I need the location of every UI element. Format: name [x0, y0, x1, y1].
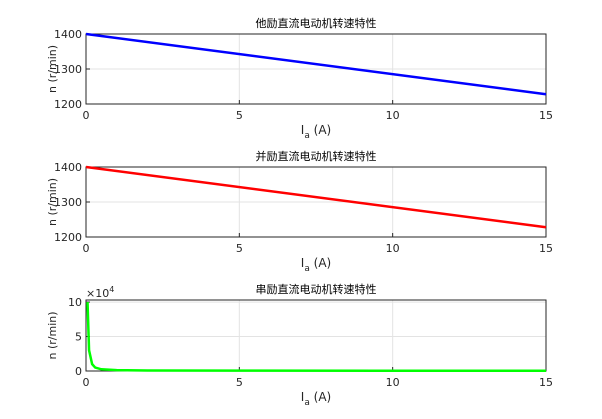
- y-axis-label: n (r/min): [46, 178, 59, 226]
- y-tick-label: 1300: [54, 63, 82, 76]
- x-label-sub: a: [304, 264, 310, 274]
- y-tick-label: 1400: [54, 161, 82, 174]
- chart-title: 并励直流电动机转速特性: [256, 149, 377, 163]
- x-tick-label: 0: [83, 376, 90, 389]
- x-label-main: I: [301, 123, 305, 137]
- exponent-power: 4: [109, 285, 114, 294]
- axes-frame: [85, 33, 547, 105]
- y-tick-label: 10: [68, 296, 82, 309]
- x-tick-label: 10: [386, 109, 400, 122]
- x-label-sub: a: [304, 131, 310, 141]
- x-label-main: I: [301, 390, 305, 404]
- y-tick-label: 1200: [54, 231, 82, 244]
- x-tick-label: 0: [83, 242, 90, 255]
- axes-frame: [85, 166, 547, 238]
- x-label-sub: a: [304, 398, 310, 408]
- subplot: 0 5 10 15 0 5 10 串励直流电动机转速特性 Ia (A) n (r/min) ×104: [46, 282, 553, 408]
- y-tick-label: 1300: [54, 196, 82, 209]
- data-line: [86, 302, 547, 373]
- y-tick-label: 5: [75, 331, 82, 344]
- x-label-rest: (A): [310, 256, 331, 270]
- y-axis-label: n (r/min): [46, 45, 59, 93]
- y-exponent: ×104: [86, 285, 114, 300]
- x-tick-label: 10: [386, 242, 400, 255]
- exponent-base: ×10: [86, 287, 109, 300]
- x-tick-label: 10: [386, 376, 400, 389]
- x-tick-label: 15: [539, 376, 553, 389]
- x-tick-label: 5: [236, 376, 243, 389]
- x-label-rest: (A): [310, 123, 331, 137]
- x-tick-label: 5: [236, 242, 243, 255]
- x-axis-label: Ia (A): [301, 123, 331, 141]
- x-tick-label: 5: [236, 109, 243, 122]
- subplot: 0 5 10 15 1200 1300 1400 并励直流电动机转速特性 Ia (A) n (r/…: [46, 149, 553, 274]
- x-tick-label: 15: [539, 242, 553, 255]
- x-axis-label: Ia (A): [301, 390, 331, 408]
- data-line: [85, 165, 547, 229]
- axes-box: [85, 299, 547, 372]
- y-tick-label: 1200: [54, 98, 82, 111]
- chart-title: 串励直流电动机转速特性: [256, 282, 377, 296]
- data-line: [85, 32, 547, 96]
- x-label-main: I: [301, 256, 305, 270]
- x-tick-label: 0: [83, 109, 90, 122]
- y-tick-label: 0: [75, 365, 82, 378]
- chart-title: 他励直流电动机转速特性: [256, 16, 377, 30]
- y-tick-label: 1400: [54, 28, 82, 41]
- x-tick-label: 15: [539, 109, 553, 122]
- subplot: 0 5 10 15 1200 1300 1400 他励直流电动机转速特性 Ia (A) n (r/…: [46, 16, 553, 141]
- x-axis-label: Ia (A): [301, 256, 331, 274]
- y-axis-label: n (r/min): [46, 311, 59, 359]
- x-label-rest: (A): [310, 390, 331, 404]
